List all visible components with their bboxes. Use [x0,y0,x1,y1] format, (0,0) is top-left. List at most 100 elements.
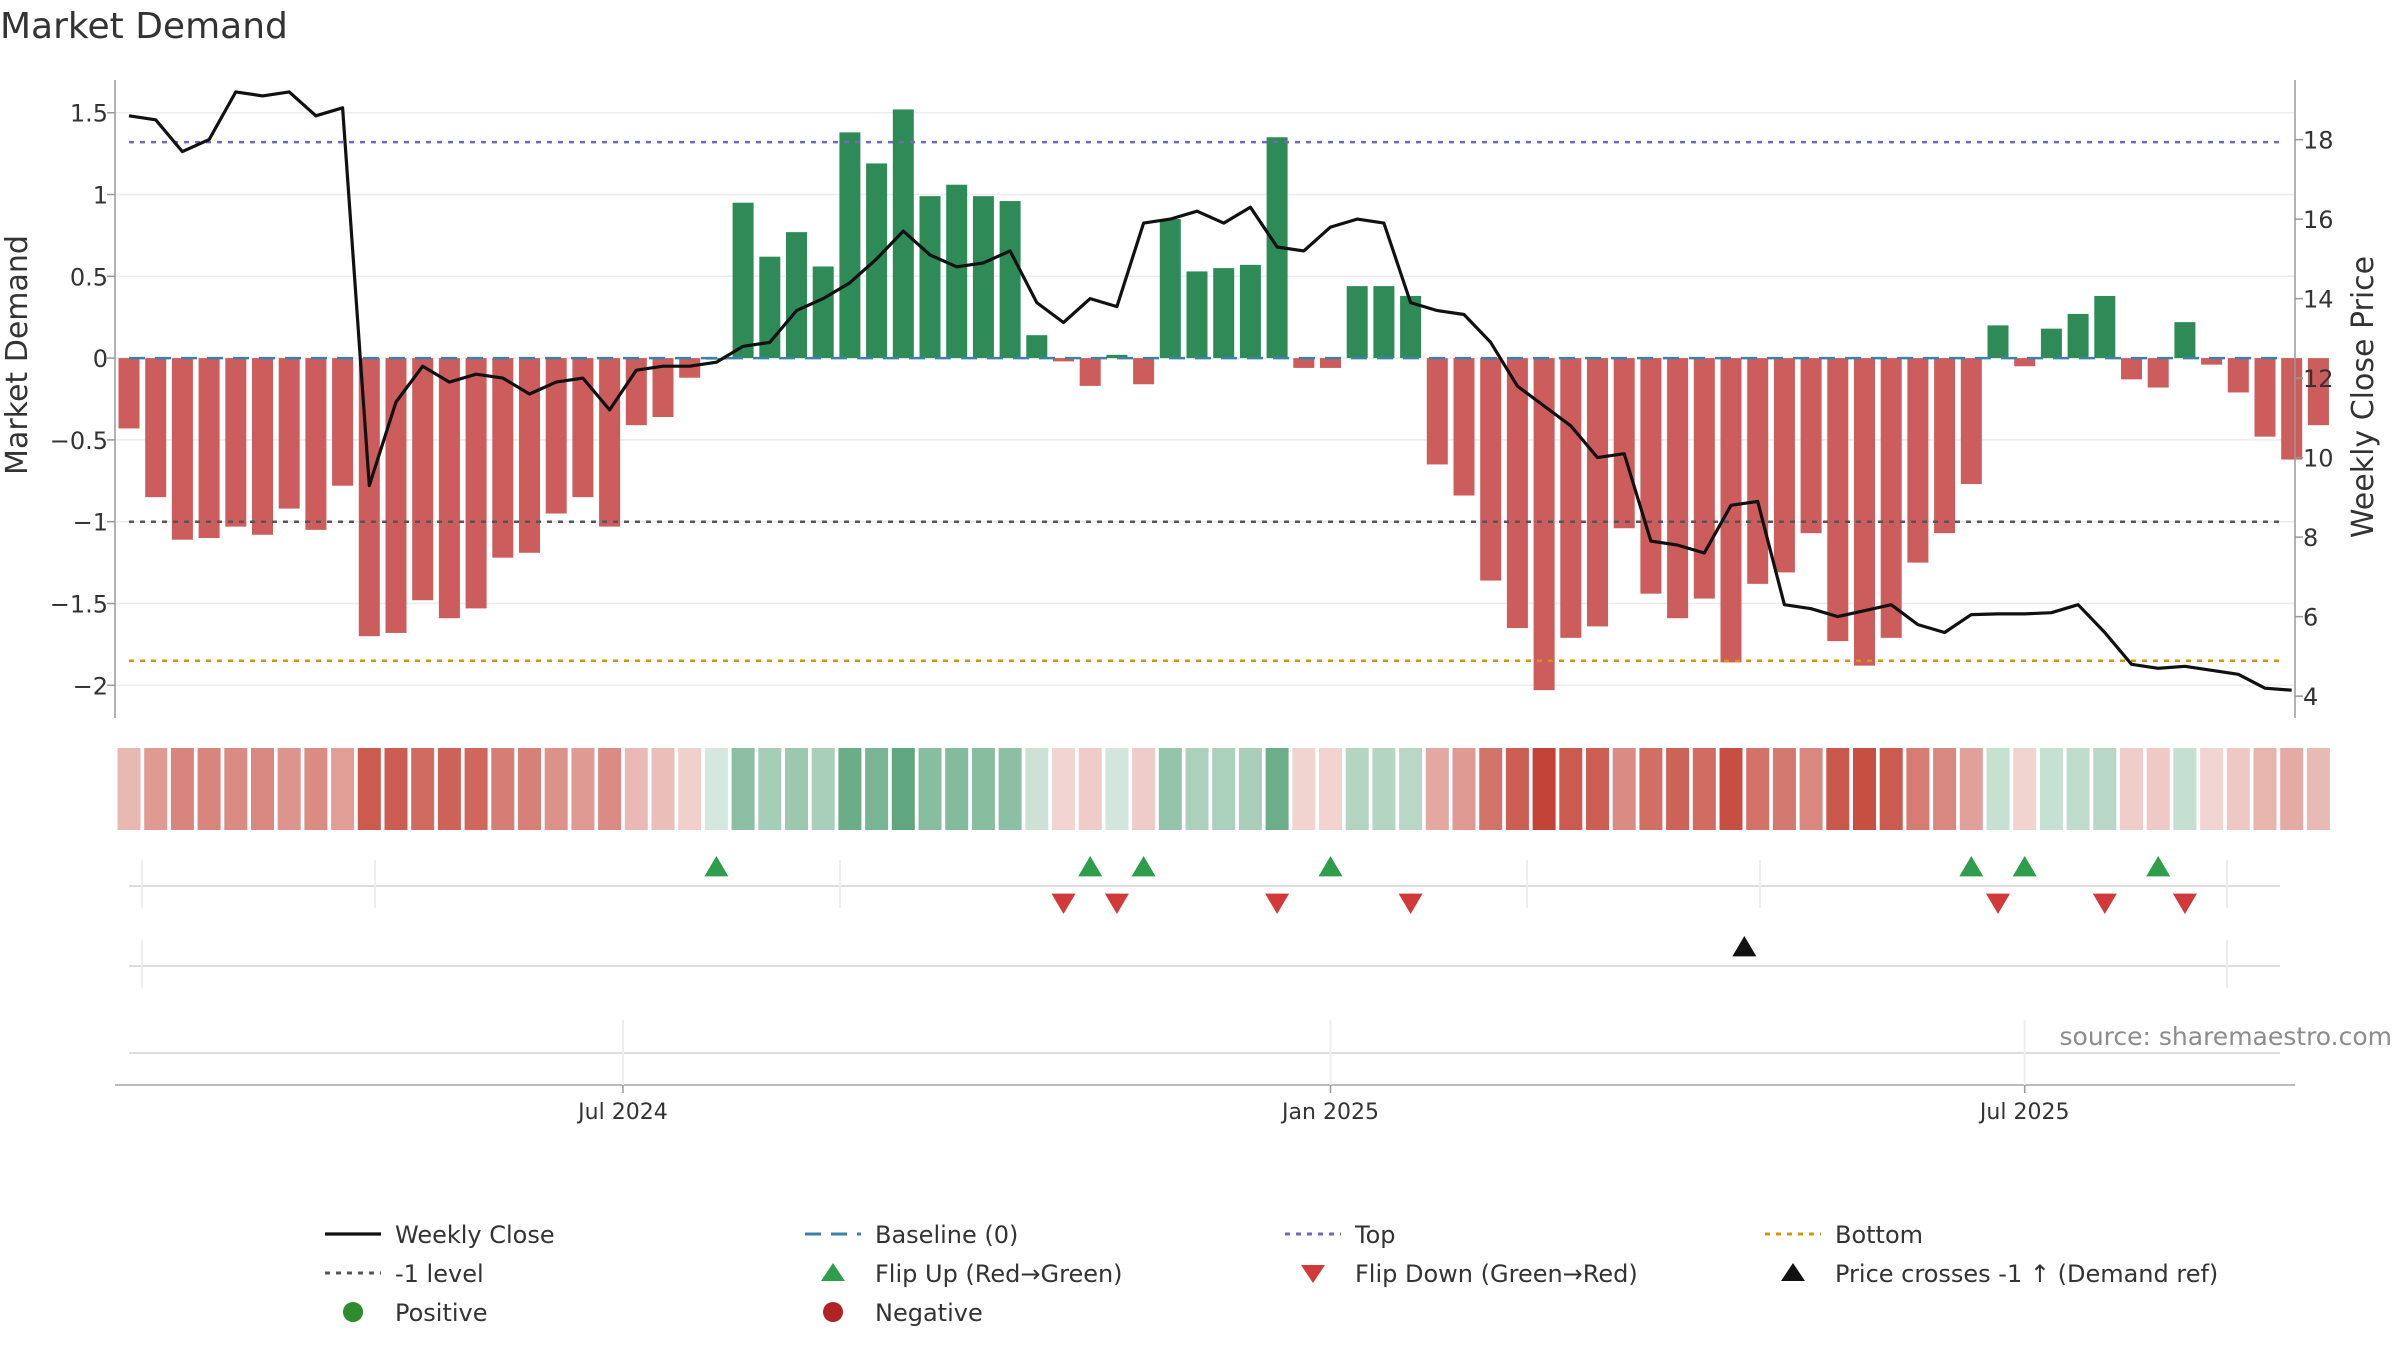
heat-cell [1212,748,1236,830]
source-watermark: source: sharemaestro.com [2060,1022,2393,1051]
heat-cell [1052,748,1075,830]
heat-cell [357,748,381,830]
heat-cell [1399,748,1423,830]
heat-cell [1372,748,1396,830]
heat-cell [1345,748,1369,830]
heat-cell [891,748,915,830]
heat-cell [1959,748,1983,830]
demand-bar [786,232,807,359]
heat-cell [1559,748,1583,830]
demand-bar [2147,358,2169,388]
legend-swatch [343,1302,363,1322]
heat-cell [2039,748,2063,830]
right-tick-label: 16 [2303,206,2334,234]
flip-down-marker [1104,893,1129,914]
demand-bar [946,184,968,359]
demand-bar [1159,219,1181,359]
demand-bar [198,358,220,539]
demand-bar [972,196,994,359]
demand-bar [839,132,861,359]
demand-bar [1239,264,1261,359]
demand-bar [1693,358,1715,599]
demand-bar [892,109,914,359]
flip-up-marker [1318,856,1343,877]
demand-bar [1320,358,1341,368]
date-axis-panel [115,1052,2295,1086]
heat-cell [758,748,782,830]
right-axis-label: Weekly Close Price [2346,256,2381,538]
legend-item: Baseline (0) [805,1221,1018,1249]
right-tick-label: 14 [2303,286,2334,314]
demand-bar [305,358,327,530]
heat-cell [1479,748,1503,830]
flip-down-marker [1986,893,2010,914]
legend: Weekly Close Baseline (0) Top Bottom -1 leve… [325,1221,2218,1327]
heat-cell [2120,748,2143,830]
demand-bar [1213,268,1235,359]
legend-label: Positive [395,1299,488,1327]
heat-cell [2200,748,2224,830]
demand-bar [1747,358,1769,584]
heat-cell [1986,748,2010,830]
demand-heat-strip [117,748,2330,830]
demand-bar [1426,358,1448,465]
heat-cell [384,748,408,830]
legend-label: Price crosses -1 ↑ (Demand ref) [1835,1260,2218,1288]
heat-cell [1853,748,1876,830]
reference-lines [129,140,2280,662]
demand-bar [1480,358,1502,581]
demand-bar [1640,358,1662,594]
legend-label: Bottom [1835,1221,1923,1249]
demand-bar [1987,325,2009,359]
left-axis-ticks: 1.5 1 0.5 0 −0.5 −1 −1.5 −2 [50,100,115,700]
heat-cell [2306,748,2330,830]
weekly-close-series [128,90,2292,692]
heat-cell [331,748,355,830]
legend-item: Weekly Close [325,1221,555,1249]
legend-swatch [821,1263,845,1281]
price-cross-marker [1732,936,1757,957]
heat-cell [678,748,702,830]
demand-bar [1587,358,1608,627]
heat-cell [304,748,328,830]
heat-cell [1719,748,1743,830]
demand-bar [2201,358,2223,365]
legend-swatch [1301,1265,1325,1283]
left-tick-label: 1.5 [70,100,108,128]
heat-cell [1238,748,1262,830]
flip-up-marker [1959,856,1984,877]
heat-cell [1185,748,1209,830]
heat-cell [571,748,595,830]
demand-bar [625,358,647,426]
heat-cell [1292,748,1316,830]
heat-cell [1158,748,1182,830]
heat-cell [1746,748,1770,830]
demand-bar [732,202,754,359]
heat-cell [544,748,568,830]
heat-cell [1879,748,1903,830]
demand-bar [1560,358,1582,638]
heat-cell [1586,748,1609,830]
heat-cell [2280,748,2304,830]
legend-swatch [823,1302,843,1322]
left-tick-label: −1.5 [50,590,108,618]
demand-bar [1293,358,1315,368]
heat-cell [224,748,248,830]
left-tick-label: −1 [73,509,108,537]
heat-cell [1799,748,1823,830]
heat-cell [2226,748,2250,830]
demand-bar [1934,358,1956,534]
x-tick-label: Jul 2024 [576,1100,668,1125]
flip-up-marker [704,856,729,877]
flip-down-marker [2092,893,2117,914]
heat-cell [2066,748,2090,830]
demand-bar [545,358,567,514]
demand-bar [2281,358,2303,460]
heat-cell [277,748,301,830]
heat-cell [624,748,648,830]
demand-bar [252,358,273,535]
flip-down-marker [1051,893,1076,914]
demand-bar [2067,313,2089,359]
demand-bar [1613,358,1635,529]
legend-label: -1 level [395,1260,484,1288]
